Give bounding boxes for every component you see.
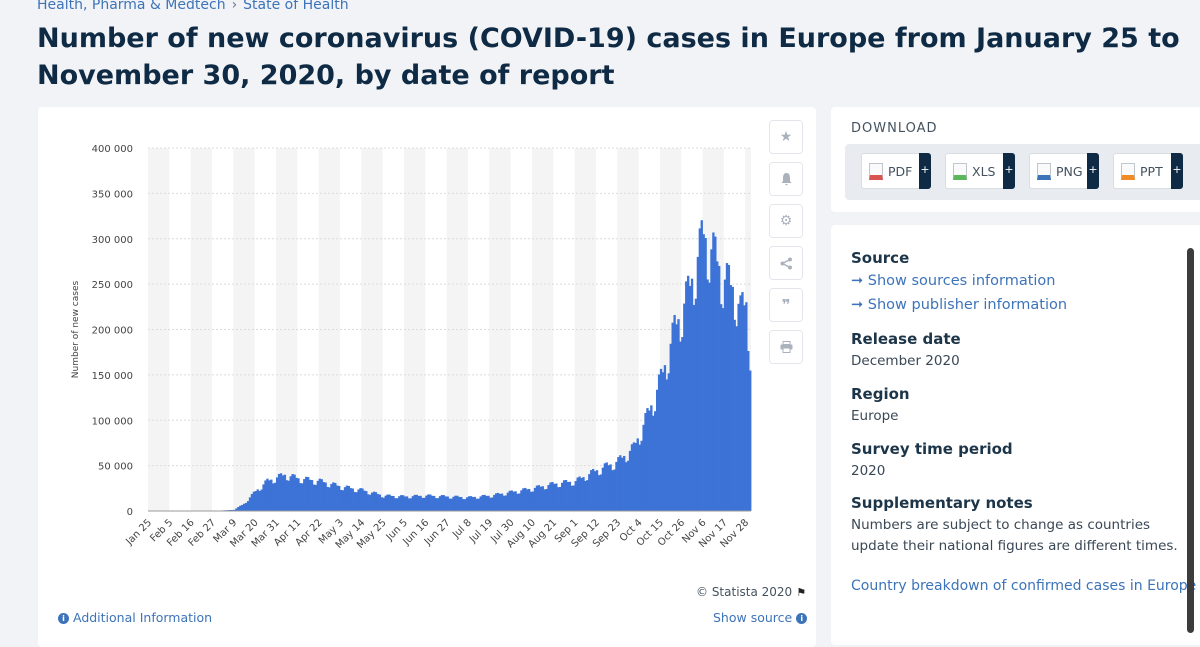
download-title: DOWNLOAD (851, 121, 938, 136)
region-value: Europe (851, 408, 898, 424)
pdf-plus-button[interactable]: + (919, 153, 931, 189)
y-tick-labels: 0 50 000 100 000 150 000 200 000 250 000 300 0… (92, 144, 133, 518)
y-tick-label: 150 000 (92, 371, 133, 382)
xls-file-icon (953, 163, 967, 180)
y-tick-label: 250 000 (92, 280, 133, 291)
bar (749, 371, 751, 511)
x-tick-label: Jul 19 (467, 517, 495, 545)
grid-band (404, 148, 425, 511)
xls-label: XLS (972, 164, 995, 179)
region-heading: Region (851, 385, 910, 403)
print-icon[interactable] (769, 330, 803, 364)
survey-period-heading: Survey time period (851, 440, 1013, 458)
source-heading: Source (851, 249, 909, 267)
chart-card: 0 50 000 100 000 150 000 200 000 250 000 300 0… (38, 107, 816, 647)
download-card: DOWNLOAD PDF + XLS + PNG + PPT + (831, 107, 1200, 212)
ppt-label: PPT (1140, 164, 1163, 179)
additional-information-label: Additional Information (73, 610, 212, 625)
y-tick-label: 350 000 (92, 189, 133, 200)
page-title: Number of new coronavirus (COVID-19) cas… (37, 20, 1197, 94)
breadcrumb-state-of-health-link[interactable]: State of Health (243, 0, 348, 13)
y-tick-label: 200 000 (92, 326, 133, 337)
share-icon[interactable] (769, 246, 803, 280)
show-source-link[interactable]: Show source i (713, 610, 807, 625)
png-label: PNG (1056, 164, 1083, 179)
y-axis-label: Number of new cases (71, 281, 81, 379)
breadcrumb: Health, Pharma & Medtech › State of Health (37, 0, 349, 13)
y-tick-label: 50 000 (98, 462, 133, 473)
grid-band (148, 148, 169, 511)
info-icon: i (58, 613, 69, 624)
release-date-value: December 2020 (851, 353, 960, 369)
y-tick-label: 300 000 (92, 235, 133, 246)
info-icon: i (796, 613, 807, 624)
y-tick-label: 400 000 (92, 144, 133, 155)
flag-icon[interactable]: ⚑ (796, 586, 806, 599)
y-tick-label: 100 000 (92, 416, 133, 427)
breadcrumb-health-link[interactable]: Health, Pharma & Medtech (37, 0, 226, 13)
bell-icon[interactable] (769, 162, 803, 196)
quote-icon[interactable]: ❞ (769, 288, 803, 322)
download-bar: PDF + XLS + PNG + PPT + (845, 144, 1200, 200)
breadcrumb-separator: › (232, 0, 238, 13)
xls-plus-button[interactable]: + (1003, 153, 1015, 189)
chart-svg: 0 50 000 100 000 150 000 200 000 250 000 300 0… (38, 107, 768, 587)
credit-text: © Statista 2020 (696, 585, 792, 599)
ppt-plus-button[interactable]: + (1171, 153, 1183, 189)
x-tick-label: Jan 25 (123, 517, 154, 548)
additional-information-link[interactable]: i Additional Information (58, 610, 212, 625)
pdf-label: PDF (888, 164, 912, 179)
y-tick-label: 0 (127, 507, 133, 518)
statista-credit: © Statista 2020 ⚑ (696, 585, 806, 599)
country-breakdown-link[interactable]: Country breakdown of confirmed cases in … (851, 578, 1196, 594)
show-source-label: Show source (713, 610, 792, 625)
release-date-heading: Release date (851, 330, 961, 348)
ppt-file-icon (1121, 163, 1135, 180)
png-file-icon (1037, 163, 1051, 180)
png-plus-button[interactable]: + (1087, 153, 1099, 189)
supplementary-notes-heading: Supplementary notes (851, 494, 1033, 512)
gear-icon[interactable]: ⚙ (769, 204, 803, 238)
survey-period-value: 2020 (851, 463, 885, 479)
grid-band (276, 148, 297, 511)
statistic-details-card: Source ➞ Show sources information ➞ Show… (831, 225, 1200, 645)
star-icon[interactable]: ★ (769, 120, 803, 154)
show-publisher-link[interactable]: ➞ Show publisher information (851, 297, 1067, 313)
supplementary-notes-value: Numbers are subject to change as countri… (851, 515, 1191, 557)
show-sources-link[interactable]: ➞ Show sources information (851, 273, 1056, 289)
grid-band (532, 148, 553, 511)
page-scrollbar[interactable] (1187, 248, 1194, 633)
pdf-file-icon (869, 163, 883, 180)
